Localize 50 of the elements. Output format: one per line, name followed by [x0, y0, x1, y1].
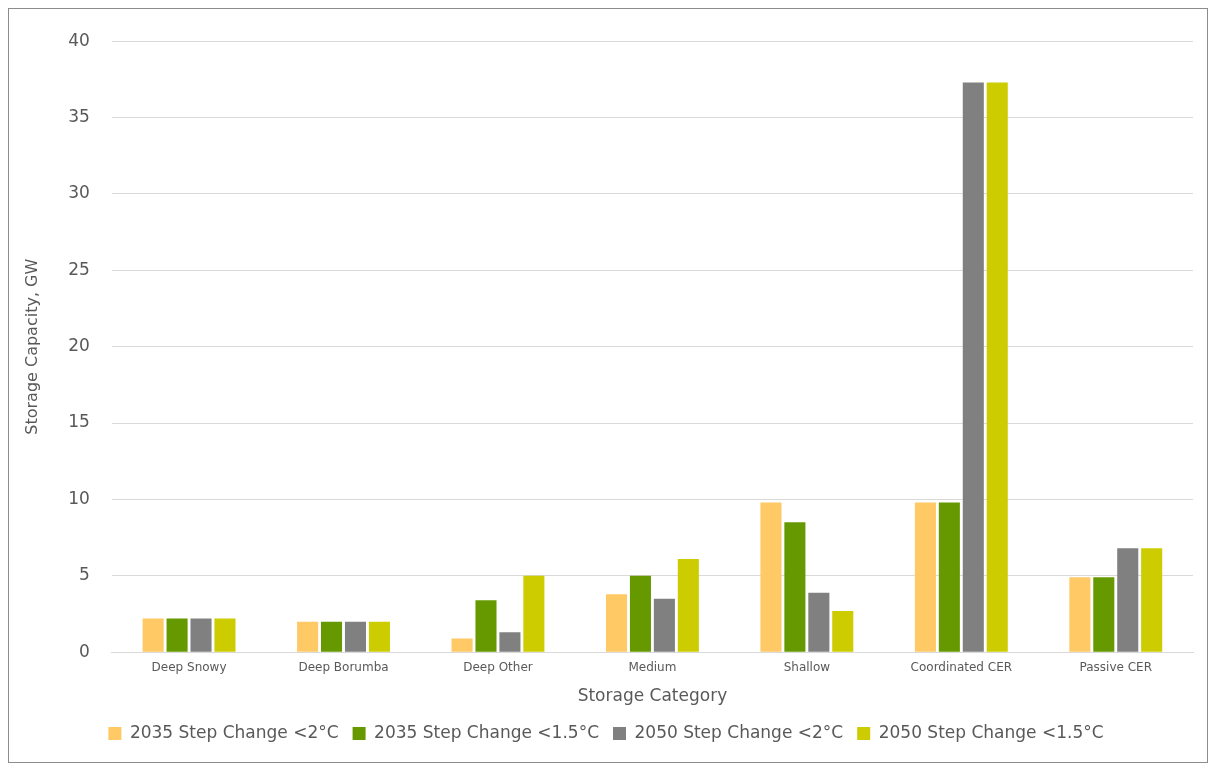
bar — [190, 618, 212, 652]
bar — [166, 618, 188, 652]
bar — [784, 522, 806, 652]
bar — [938, 502, 960, 652]
x-tick-label: Medium — [628, 659, 677, 674]
y-tick-label: 0 — [79, 640, 90, 661]
bar — [1069, 577, 1091, 652]
bar — [368, 621, 390, 652]
bar — [523, 575, 545, 652]
bar — [832, 610, 854, 652]
bar — [986, 82, 1008, 652]
bar — [321, 621, 343, 652]
legend-label: 2050 Step Change <1.5°C — [878, 721, 1104, 742]
x-axis-title: Storage Category — [577, 685, 728, 706]
y-tick-label: 10 — [68, 487, 90, 508]
legend-label: 2050 Step Change <2°C — [634, 721, 844, 742]
bar — [344, 621, 367, 652]
bar — [914, 502, 936, 652]
bar — [808, 592, 830, 652]
x-tick-label: Coordinated CER — [910, 659, 1013, 674]
bar — [451, 638, 473, 652]
x-tick-label: Deep Other — [463, 659, 533, 674]
y-tick-label: 30 — [68, 182, 90, 203]
legend-label: 2035 Step Change <2°C — [129, 721, 339, 742]
y-axis-title: Storage Capacity, GW — [21, 258, 41, 435]
bar — [1093, 577, 1115, 652]
bar — [760, 502, 782, 652]
bar — [475, 600, 497, 652]
bar — [297, 621, 319, 652]
y-tick-label: 5 — [79, 564, 90, 585]
bar — [214, 618, 236, 652]
y-tick-label: 15 — [68, 411, 90, 432]
x-tick-label: Deep Snowy — [151, 659, 227, 674]
x-tick-label: Shallow — [783, 659, 831, 674]
bar — [629, 575, 651, 652]
y-tick-label: 25 — [68, 258, 90, 279]
x-tick-label: Deep Borumba — [298, 659, 389, 674]
bar — [142, 618, 164, 652]
bar — [499, 632, 521, 652]
y-tick-label: 20 — [68, 335, 90, 356]
bar — [962, 82, 984, 652]
bar — [1117, 548, 1139, 652]
y-tick-label: 40 — [68, 29, 90, 50]
x-tick-label: Passive CER — [1079, 659, 1153, 674]
bar — [677, 559, 699, 652]
bar — [1141, 548, 1163, 652]
legend-label: 2035 Step Change <1.5°C — [374, 721, 599, 742]
y-tick-label: 35 — [68, 106, 90, 126]
bar — [653, 598, 675, 652]
bar — [605, 594, 628, 652]
